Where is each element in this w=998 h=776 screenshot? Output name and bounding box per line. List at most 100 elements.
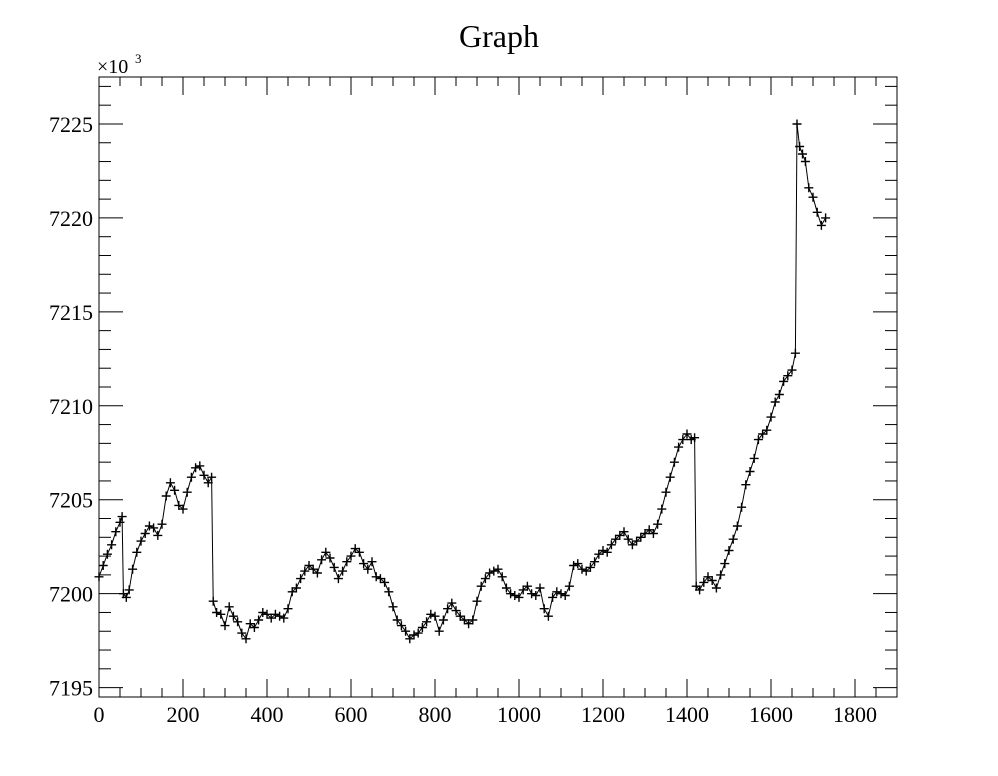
data-point <box>94 572 104 582</box>
data-point <box>115 517 125 527</box>
data-point <box>506 589 516 599</box>
data-point <box>724 546 734 555</box>
data-point <box>758 429 768 439</box>
data-point <box>117 512 127 522</box>
y-tick-label: 7225 <box>49 112 93 137</box>
data-point <box>682 429 692 439</box>
data-point <box>178 504 188 514</box>
data-point <box>254 615 264 625</box>
x-tick-label: 400 <box>251 702 284 727</box>
data-point <box>107 540 117 550</box>
data-point <box>367 557 377 567</box>
data-point <box>216 609 226 619</box>
x-tick-label: 800 <box>419 702 452 727</box>
y-tick-label: 7210 <box>49 394 93 419</box>
data-point <box>438 615 448 625</box>
x-tick-label: 200 <box>167 702 200 727</box>
data-point <box>186 472 196 482</box>
data-point <box>798 149 807 159</box>
x-tick-label: 0 <box>94 702 105 727</box>
data-point <box>653 519 663 529</box>
data-point <box>149 523 159 533</box>
data-point <box>338 566 348 576</box>
data-point <box>787 365 797 375</box>
data-point <box>422 617 432 627</box>
data-point <box>161 491 171 501</box>
data-point <box>447 598 457 608</box>
y-tick-label: 7215 <box>49 300 93 325</box>
x-tick-label: 600 <box>335 702 368 727</box>
data-point <box>497 572 507 582</box>
data-point <box>766 412 776 422</box>
data-point <box>695 585 705 595</box>
data-point <box>121 592 131 602</box>
data-point <box>245 619 255 629</box>
data-point <box>443 604 453 614</box>
x-tick-label: 1400 <box>665 702 709 727</box>
data-point <box>804 183 814 193</box>
data-point <box>262 609 272 619</box>
data-point <box>808 192 818 202</box>
data-point <box>111 527 121 537</box>
data-point <box>690 433 700 443</box>
data-point <box>623 534 633 544</box>
data-point <box>359 559 369 569</box>
data-point <box>275 611 285 621</box>
data-point <box>224 602 234 612</box>
data-point <box>308 564 318 574</box>
data-point <box>455 611 465 621</box>
data-point <box>560 591 570 600</box>
data-point <box>543 611 553 621</box>
data-point <box>300 566 310 576</box>
data-point <box>741 480 751 490</box>
data-point <box>711 583 721 593</box>
data-point <box>317 555 327 565</box>
data-point <box>291 583 301 593</box>
data-point <box>800 157 810 166</box>
data-point <box>195 461 205 471</box>
chart-title: Graph <box>459 18 539 54</box>
data-point <box>321 547 331 557</box>
data-point <box>552 587 562 597</box>
data-point <box>770 397 780 407</box>
data-point <box>472 596 482 606</box>
data-point <box>648 529 658 538</box>
data-point <box>522 581 532 591</box>
data-point <box>409 630 419 640</box>
data-point <box>489 566 499 576</box>
data-point <box>451 606 461 616</box>
data-point <box>124 585 134 595</box>
data-point <box>556 589 566 599</box>
data-point <box>98 561 108 570</box>
data-point <box>707 576 717 585</box>
y-multiplier: ×10 3 <box>97 51 142 78</box>
y-tick-label: 7200 <box>49 582 93 607</box>
data-point <box>153 530 163 540</box>
y-tick-label: 7195 <box>49 676 93 701</box>
data-point <box>665 472 675 482</box>
data-point <box>678 435 688 445</box>
data-point <box>762 425 772 435</box>
data-point <box>636 532 646 542</box>
data-point <box>363 564 373 574</box>
data-point <box>619 527 629 537</box>
data-point <box>208 596 218 606</box>
data-point <box>371 572 381 582</box>
data-point <box>430 611 440 621</box>
data-point <box>602 547 612 557</box>
data-point <box>237 628 247 638</box>
x-tick-label: 1000 <box>497 702 541 727</box>
y-tick-label: 7220 <box>49 206 93 231</box>
data-point <box>144 521 154 531</box>
data-point <box>405 634 415 644</box>
data-point <box>375 574 385 584</box>
data-point <box>102 549 112 559</box>
data-point <box>737 502 747 512</box>
data-point <box>401 626 411 636</box>
data-point <box>128 564 138 574</box>
data-point <box>661 487 671 497</box>
data-point <box>132 547 142 557</box>
data-point <box>716 570 726 580</box>
data-point <box>258 608 268 617</box>
